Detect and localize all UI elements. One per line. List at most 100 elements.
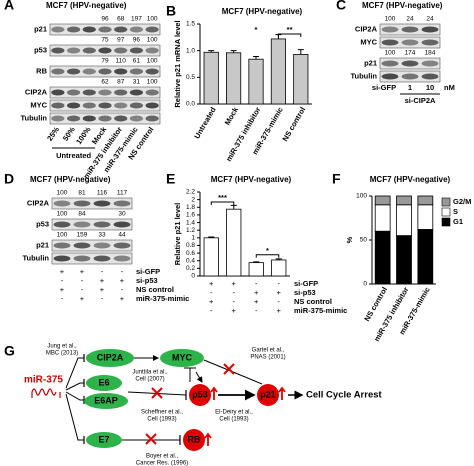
- blot-band: [53, 242, 71, 249]
- band-quantification: 100: [385, 50, 396, 57]
- blot-band: [73, 221, 91, 228]
- band-quantification: 100: [385, 16, 396, 23]
- band-quantification: 24: [406, 16, 414, 23]
- condition-sign: +: [277, 306, 282, 315]
- citation: Cell (1993): [219, 417, 248, 423]
- up-arrow: [204, 432, 212, 446]
- blot-band: [421, 39, 439, 46]
- row-label: p21: [364, 58, 377, 67]
- citation: Boyer et al.,: [146, 454, 178, 460]
- citation: El-Deiry et al.,: [215, 410, 253, 416]
- row-label: RB: [36, 66, 47, 75]
- bar: [203, 51, 219, 105]
- y-tick-label: 1: [191, 235, 195, 242]
- condition-sign: +: [120, 276, 125, 285]
- condition-label: si-p53: [294, 288, 316, 297]
- blot-band: [73, 200, 91, 207]
- condition-sign: -: [81, 285, 84, 294]
- condition-sign: -: [121, 285, 124, 294]
- condition-sign: +: [100, 285, 105, 294]
- blot-band: [129, 102, 144, 109]
- bar-segment: [374, 230, 391, 285]
- lane-label: si-GFP: [372, 83, 396, 92]
- lane-label: 10: [426, 83, 434, 92]
- condition-label: si-GFP: [136, 267, 160, 276]
- blot-band: [381, 26, 399, 33]
- bar-segment: [417, 204, 434, 230]
- blot-band: [66, 26, 81, 33]
- blot-band: [401, 26, 419, 33]
- legend-label: S: [453, 207, 458, 216]
- blot-band: [421, 60, 439, 67]
- chart-title: MCF7 (HPV-negative): [211, 175, 292, 184]
- error-bar: [230, 204, 237, 210]
- panel-letter: D: [4, 171, 14, 187]
- row-label: MYC: [30, 100, 47, 109]
- condition-sign: +: [120, 294, 125, 303]
- panel-letter: A: [4, 0, 14, 13]
- condition-sign: -: [81, 276, 84, 285]
- significance-bracket: [210, 201, 235, 205]
- band-quantification: 96: [101, 16, 109, 23]
- condition-sign: +: [209, 297, 214, 306]
- band-quantification: 30: [118, 211, 126, 218]
- y-tick-label: 1.0: [186, 47, 195, 54]
- row-label: p21: [36, 240, 49, 249]
- node-e6: [86, 375, 122, 391]
- blot-band: [114, 115, 128, 122]
- blot-band: [145, 68, 159, 75]
- row-label: Tubulin: [20, 113, 47, 122]
- bar: [203, 237, 219, 277]
- blot-band: [129, 115, 144, 122]
- outcome-label: Cell Cycle Arrest: [306, 390, 383, 401]
- panel-title: MCF7 (HPV-negative): [362, 1, 443, 10]
- band-quantification: 87: [117, 79, 125, 86]
- legend-swatch: [441, 197, 451, 207]
- node-cip2a: [86, 349, 134, 367]
- citation: Cell (2007): [135, 377, 164, 383]
- band-quantification: 84: [78, 211, 86, 218]
- blot-band: [381, 39, 399, 46]
- blot-band: [98, 89, 112, 96]
- blot-band: [381, 60, 399, 67]
- chart-title: MCF7 (HPV-negative): [370, 175, 451, 184]
- band-quantification: 100: [147, 37, 158, 44]
- bar-segment: [374, 204, 391, 232]
- row-label: Tubulin: [350, 71, 377, 80]
- bar: [226, 208, 242, 277]
- condition-sign: +: [254, 288, 259, 297]
- band-quantification: 159: [77, 232, 88, 239]
- chart-title: MCF7 (HPV-negative): [222, 7, 303, 16]
- row-label: Tubulin: [22, 253, 49, 262]
- condition-sign: +: [60, 285, 65, 294]
- blot-band: [53, 255, 71, 262]
- blot-band: [129, 47, 144, 54]
- blot-band: [98, 68, 112, 75]
- node-label: E6AP: [94, 395, 118, 405]
- blot-band: [113, 200, 131, 207]
- bar-segment: [417, 195, 434, 206]
- band-quantification: 197: [131, 16, 142, 23]
- condition-sign: +: [232, 279, 237, 288]
- band-quantification: 33: [98, 232, 106, 239]
- red-cross: [223, 363, 235, 375]
- bar: [271, 259, 287, 277]
- node-label: RB: [188, 434, 201, 444]
- blot-band: [53, 221, 71, 228]
- blot-band: [381, 73, 399, 80]
- y-tick-label: 0.0: [186, 101, 195, 108]
- band-quantification: 100: [147, 16, 158, 23]
- bar-segment: [396, 235, 412, 285]
- blot-band: [145, 47, 159, 54]
- condition-sign: -: [278, 297, 281, 306]
- group-label: Untreated: [56, 151, 91, 160]
- legend-swatch: [441, 217, 451, 227]
- y-tick-label: 0.6: [186, 250, 195, 257]
- y-tick-label: 1.8: [186, 204, 195, 211]
- up-arrow: [210, 386, 218, 400]
- blot-band: [129, 89, 144, 96]
- blot-band: [82, 68, 96, 75]
- blot-band: [113, 255, 131, 262]
- condition-label: NS control: [136, 285, 174, 294]
